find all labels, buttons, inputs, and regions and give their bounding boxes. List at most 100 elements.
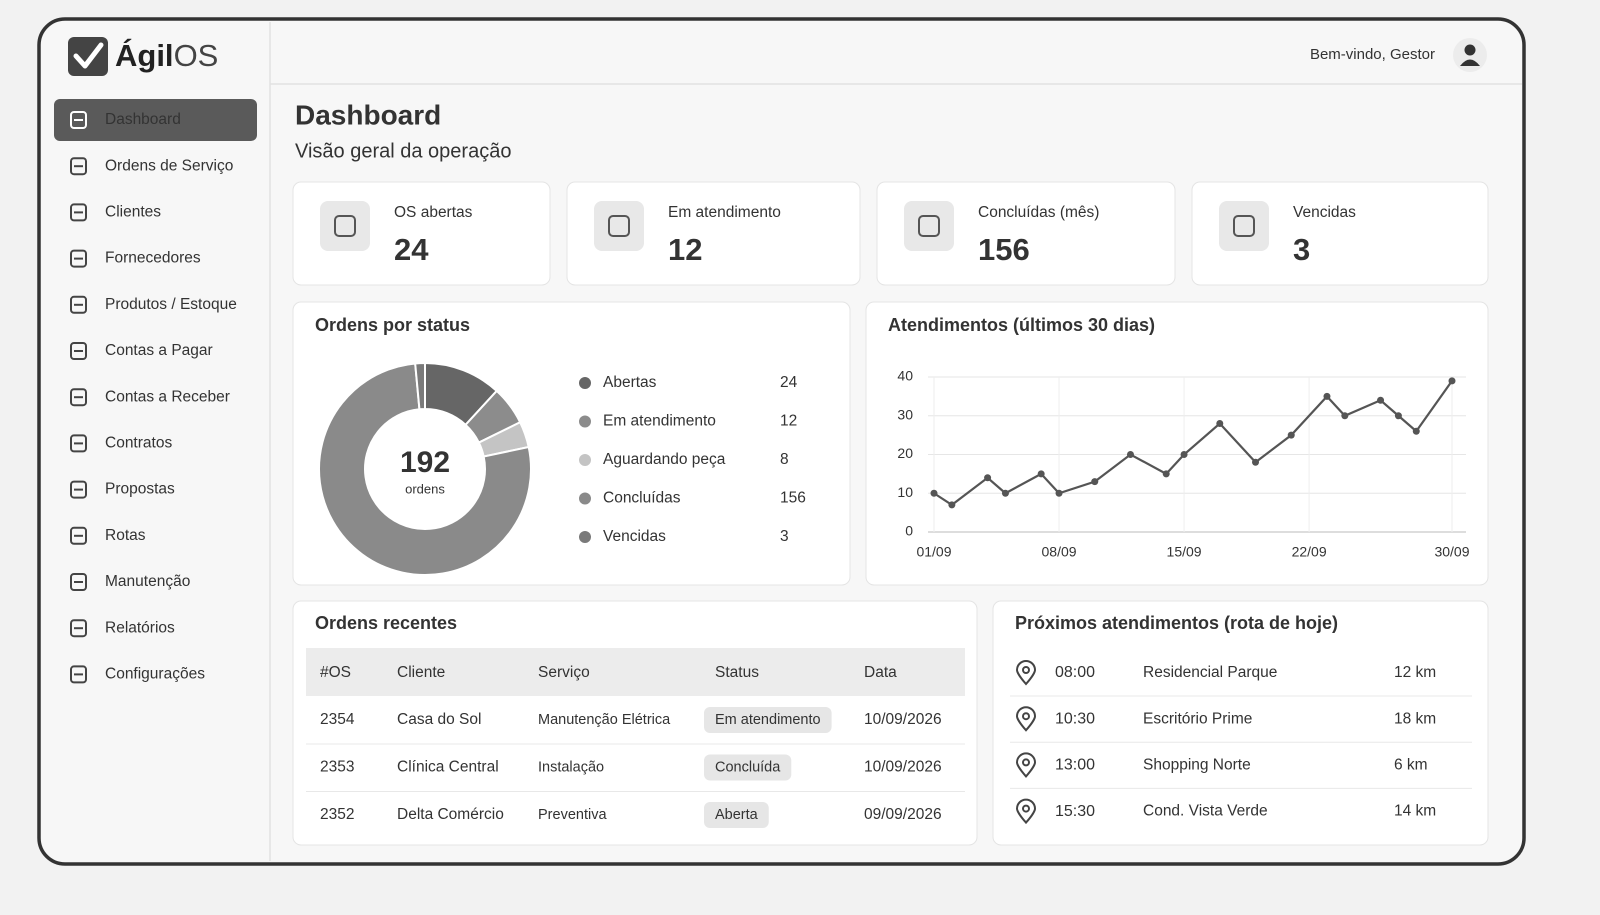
avatar[interactable] xyxy=(1453,38,1487,72)
kpi-icon-box xyxy=(320,201,370,251)
route-time: 10:30 xyxy=(1055,710,1095,727)
route-place: Shopping Norte xyxy=(1143,756,1251,773)
nav-icon xyxy=(70,573,87,591)
nav-icon xyxy=(70,203,87,222)
table-header-cell: Cliente xyxy=(397,664,445,681)
nav-label: Manutenção xyxy=(105,573,190,590)
line-point xyxy=(1216,420,1224,427)
legend-value: 156 xyxy=(780,490,806,507)
legend-label: Aguardando peça xyxy=(603,451,726,468)
recent-title: Ordens recentes xyxy=(315,613,457,633)
legend-value: 24 xyxy=(780,374,798,391)
x-tick-label: 08/09 xyxy=(1042,544,1077,560)
nav-item[interactable]: Contratos xyxy=(70,434,172,453)
table-cell: 09/09/2026 xyxy=(864,806,942,823)
nav-item[interactable]: Configurações xyxy=(70,665,205,684)
table-header-bg xyxy=(306,648,965,696)
nav-icon xyxy=(70,342,87,360)
nav-label: Propostas xyxy=(105,481,175,498)
line-point xyxy=(1377,396,1385,404)
nav-label: Relatórios xyxy=(105,619,175,636)
donut-center-value: 192 xyxy=(400,446,450,479)
legend-label: Concluídas xyxy=(603,490,681,507)
kpi-icon-box xyxy=(1219,201,1269,251)
nav-item[interactable]: Contas a Pagar xyxy=(70,342,213,360)
nav-item[interactable]: Fornecedores xyxy=(70,249,201,268)
line-point xyxy=(1091,478,1099,486)
line-point xyxy=(1001,489,1009,497)
route-distance: 18 km xyxy=(1394,710,1436,727)
nav-item[interactable]: Propostas xyxy=(70,480,175,499)
nav-item[interactable]: Ordens de Serviço xyxy=(70,157,233,176)
table-cell: Delta Comércio xyxy=(397,806,504,823)
line-point xyxy=(1448,377,1456,385)
line-point xyxy=(948,501,956,509)
line-title: Atendimentos (últimos 30 dias) xyxy=(888,315,1155,335)
nav-label: Ordens de Serviço xyxy=(105,157,233,174)
pin-dot xyxy=(1022,666,1030,674)
kpi-value: 156 xyxy=(978,232,1030,267)
nav-icon xyxy=(70,665,87,684)
x-tick-label: 22/09 xyxy=(1292,544,1327,560)
kpi-icon xyxy=(608,215,630,237)
table-header-cell: Data xyxy=(864,664,897,681)
pin-dot xyxy=(1022,804,1030,813)
line-point xyxy=(1180,451,1188,458)
nav-icon xyxy=(70,249,87,268)
table-cell: 2353 xyxy=(320,759,354,776)
legend-swatch xyxy=(579,454,591,466)
legend-value: 12 xyxy=(780,413,797,430)
nav-label: Contas a Pagar xyxy=(105,342,213,359)
nav-item[interactable]: Produtos / Estoque xyxy=(70,295,237,314)
route-place: Residencial Parque xyxy=(1143,664,1277,681)
nav-label: Configurações xyxy=(105,665,205,682)
nav-item[interactable]: Clientes xyxy=(70,203,161,222)
table-cell: 10/09/2026 xyxy=(864,759,942,776)
status-text: Em atendimento xyxy=(715,712,821,728)
nav-item[interactable]: Relatórios xyxy=(70,619,175,638)
line-point xyxy=(1162,470,1170,478)
kpi-icon xyxy=(334,215,356,237)
nav-item[interactable]: Dashboard xyxy=(54,99,257,141)
legend-value: 3 xyxy=(780,528,789,545)
kpi-icon-box xyxy=(904,201,954,251)
x-tick-label: 30/09 xyxy=(1434,544,1469,560)
kpi-icon xyxy=(1233,215,1255,237)
nav-item[interactable]: Manutenção xyxy=(70,573,190,591)
page-title: Dashboard xyxy=(295,99,441,130)
route-time: 15:30 xyxy=(1055,803,1095,820)
status-pill xyxy=(704,802,769,828)
line-point xyxy=(1126,451,1134,458)
pin-icon xyxy=(1015,660,1037,686)
route-time: 08:00 xyxy=(1055,664,1095,681)
nav-label: Contas a Receber xyxy=(105,388,230,405)
kpi-value: 3 xyxy=(1293,232,1310,267)
table-cell: Preventiva xyxy=(538,807,607,823)
brand-name: ÁgilOS xyxy=(115,38,218,73)
page-subtitle: Visão geral da operação xyxy=(295,140,511,162)
route-place: Escritório Prime xyxy=(1143,710,1252,727)
pin-icon xyxy=(1015,752,1037,778)
y-tick-label: 30 xyxy=(897,406,913,422)
nav-label: Contratos xyxy=(105,434,172,451)
nav-icon xyxy=(70,526,87,545)
nav-label: Produtos / Estoque xyxy=(105,296,237,313)
donut-segment xyxy=(414,361,426,411)
y-tick-label: 20 xyxy=(897,445,913,461)
legend-swatch xyxy=(579,531,591,543)
kpi-icon xyxy=(918,215,940,237)
route-distance: 6 km xyxy=(1394,756,1428,773)
legend-label: Em atendimento xyxy=(603,413,716,430)
nav-label: Dashboard xyxy=(105,111,181,128)
y-tick-label: 10 xyxy=(897,484,913,500)
line-point xyxy=(1037,470,1045,478)
welcome-text: Bem-vindo, Gestor xyxy=(1310,46,1435,63)
nav-item[interactable]: Rotas xyxy=(70,526,146,545)
line-point xyxy=(1287,431,1295,439)
table-cell: 10/09/2026 xyxy=(864,711,942,728)
nav-item[interactable]: Contas a Receber xyxy=(70,388,230,407)
logo-check xyxy=(73,42,104,69)
table-header-cell: Status xyxy=(715,664,759,681)
legend-value: 8 xyxy=(780,451,789,468)
